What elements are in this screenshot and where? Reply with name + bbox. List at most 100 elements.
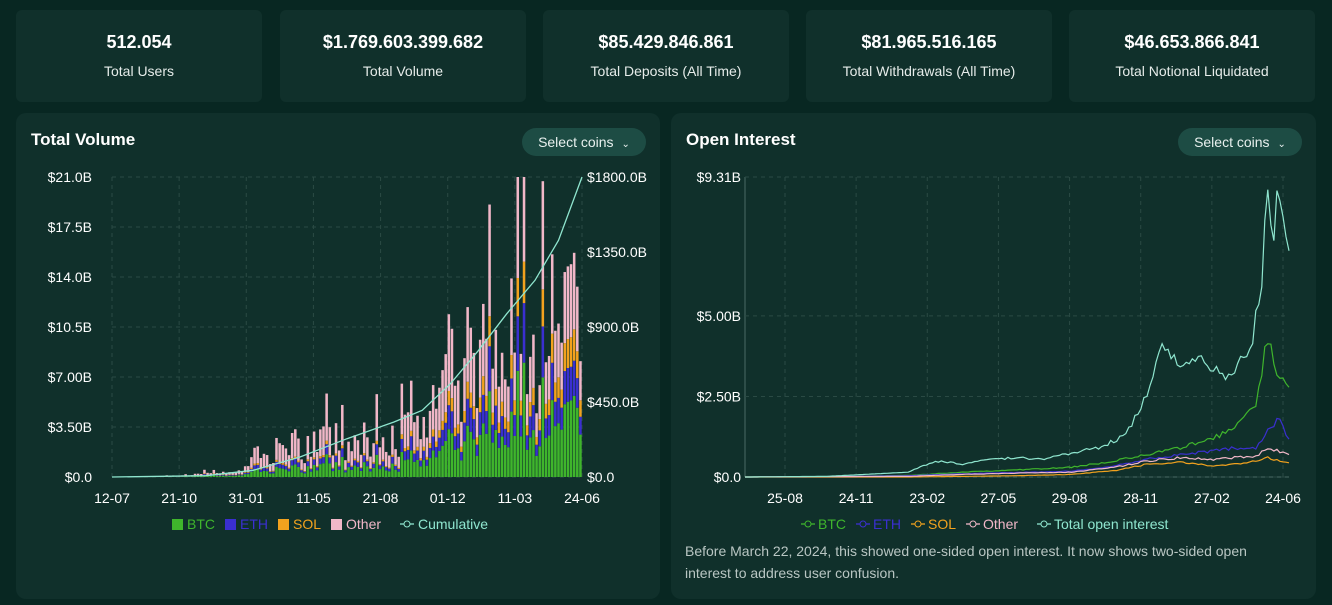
volume-bar-other — [447, 314, 451, 391]
volume-bar-sol — [566, 339, 570, 369]
volume-bar-eth — [341, 448, 344, 457]
volume-bar-sol — [482, 376, 485, 395]
volume-bar-other — [331, 455, 335, 468]
volume-bar-sol — [275, 459, 278, 462]
volume-bar-sol — [381, 459, 385, 462]
volume-bar-btc — [450, 433, 454, 477]
volume-bar-eth — [397, 468, 400, 472]
volume-bar-btc — [557, 423, 560, 477]
volume-bar-btc — [532, 430, 535, 477]
volume-bar-other — [265, 455, 269, 468]
volume-bar-btc — [341, 456, 344, 477]
volume-bar-other — [438, 387, 441, 431]
volume-bar-eth — [535, 444, 538, 456]
volume-bar-sol — [366, 459, 369, 462]
volume-bar-btc — [268, 473, 272, 477]
volume-bar-eth — [218, 475, 222, 477]
stat-value: $85.429.846.861 — [598, 32, 734, 52]
volume-bar-sol — [469, 392, 473, 408]
volume-bar-other — [441, 370, 444, 421]
volume-select-coins-button[interactable]: Select coins ⌄ — [522, 128, 646, 156]
volume-bar-other — [406, 412, 410, 447]
volume-bar-other — [475, 408, 479, 438]
volume-bar-other — [569, 264, 573, 338]
volume-bar-sol — [347, 461, 350, 463]
volume-bar-btc — [497, 447, 501, 477]
volume-bar-other — [516, 177, 520, 278]
volume-bar-btc — [306, 466, 310, 477]
volume-bar-eth — [494, 405, 498, 430]
volume-bar-btc — [482, 423, 485, 477]
volume-bar-sol — [525, 425, 529, 436]
volume-bar-eth — [516, 316, 520, 371]
volume-bar-btc — [438, 451, 441, 477]
volume-bar-sol — [272, 470, 275, 472]
volume-bar-other — [485, 338, 488, 396]
volume-bar-btc — [572, 395, 576, 477]
volume-bar-sol — [497, 422, 501, 433]
volume-bar-eth — [259, 469, 263, 472]
volume-bar-other — [344, 460, 347, 470]
y-tick-label: $9.31B — [697, 169, 741, 185]
volume-bar-eth — [394, 465, 397, 470]
volume-bar-btc — [206, 475, 209, 477]
volume-bar-eth — [278, 463, 281, 469]
volume-bar-eth — [491, 424, 494, 443]
oi-select-coins-button[interactable]: Select coins ⌄ — [1178, 128, 1302, 156]
volume-bar-sol — [460, 446, 463, 452]
stat-value: $81.965.516.165 — [861, 32, 997, 52]
volume-bar-btc — [228, 475, 231, 477]
volume-bar-other — [466, 307, 469, 382]
volume-bar-other — [456, 380, 460, 425]
volume-bar-sol — [344, 469, 347, 471]
volume-bar-sol — [494, 388, 498, 406]
volume-bar-eth — [560, 407, 563, 430]
volume-bar-sol — [350, 465, 353, 467]
volume-bar-sol — [256, 463, 259, 465]
volume-bar-btc — [315, 470, 319, 477]
legend-label-sol: SOL — [928, 516, 956, 532]
volume-bar-other — [450, 328, 454, 399]
volume-bar-sol — [300, 469, 303, 471]
volume-bar-btc — [400, 451, 404, 477]
volume-bar-other — [303, 463, 306, 472]
chevron-down-icon: ⌄ — [1277, 139, 1286, 150]
volume-bar-eth — [284, 466, 288, 470]
volume-bar-btc — [535, 455, 538, 477]
volume-chart: 12-07 21-10 31-01 11-05 21-08 01-12 11-03 24-06… — [48, 169, 647, 532]
volume-bar-sol — [372, 462, 375, 464]
volume-bar-other — [337, 450, 341, 466]
volume-bar-other — [519, 353, 523, 401]
volume-bar-btc — [275, 466, 278, 477]
volume-bar-other — [247, 466, 250, 472]
volume-bar-eth — [472, 419, 476, 440]
volume-bar-other — [560, 342, 563, 390]
volume-bar-eth — [353, 460, 357, 466]
volume-bar-other — [416, 415, 419, 447]
y-right-tick-label: $1350.0B — [587, 244, 647, 260]
volume-bar-other — [275, 437, 278, 460]
volume-bar-other — [453, 385, 457, 428]
x-tick-label: 01-12 — [430, 490, 466, 506]
volume-bar-other — [444, 354, 447, 413]
volume-bar-eth — [240, 474, 244, 476]
volume-bar-btc — [538, 446, 541, 477]
stat-card-total-liquidated: $46.653.866.841 Total Notional Liquidate… — [1069, 10, 1315, 102]
volume-bar-sol — [485, 395, 488, 412]
volume-bar-btc — [303, 473, 306, 477]
volume-bar-btc — [425, 465, 429, 477]
volume-bar-other — [209, 473, 212, 476]
volume-bar-eth — [488, 346, 491, 392]
volume-bar-btc — [290, 465, 294, 477]
volume-bar-eth — [497, 432, 501, 448]
volume-bar-btc — [344, 472, 347, 477]
volume-bar-other — [497, 386, 501, 423]
volume-bar-other — [419, 439, 422, 459]
volume-bar-btc — [378, 469, 382, 477]
volume-bar-btc — [350, 469, 353, 477]
volume-bar-other — [566, 266, 570, 340]
legend-label-total-open-interest: Total open interest — [1054, 516, 1169, 532]
cumulative-line — [111, 176, 583, 478]
volume-bar-sol — [391, 454, 394, 457]
volume-bar-sol — [576, 351, 579, 379]
